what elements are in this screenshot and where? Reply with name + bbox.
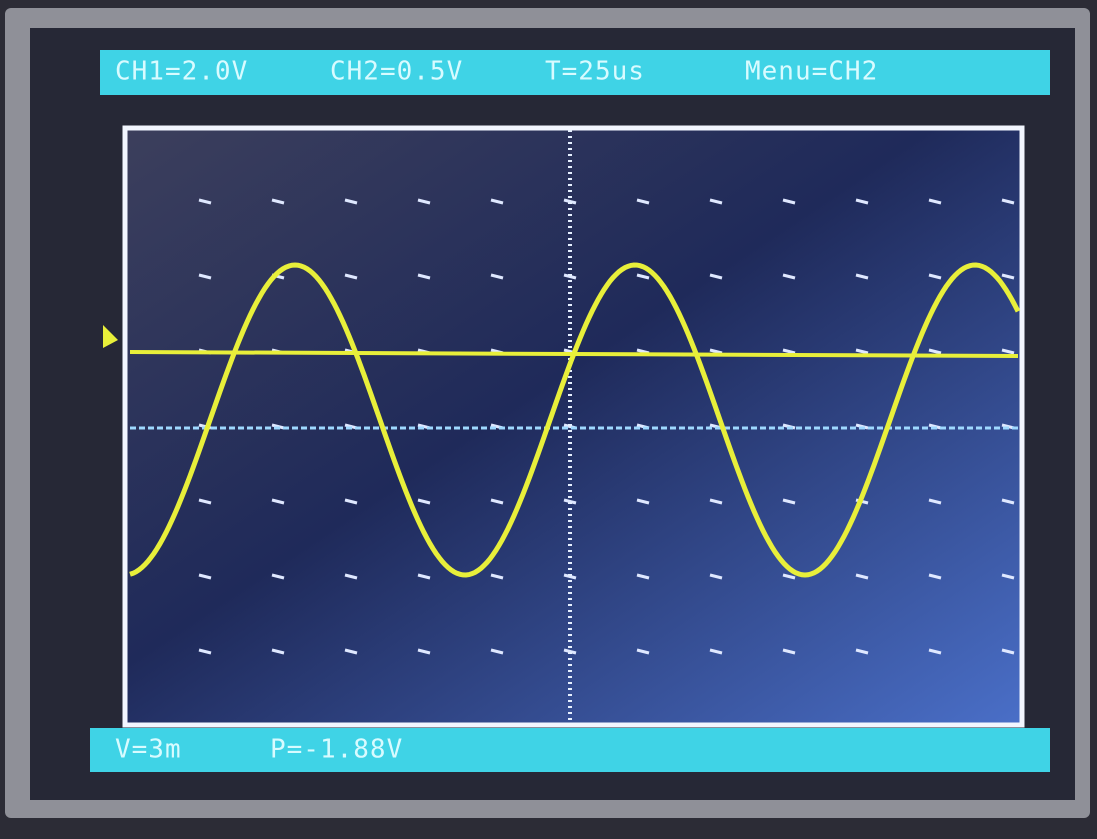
timebase: T=25us bbox=[545, 57, 645, 87]
bottom-status-bar bbox=[90, 728, 1050, 772]
oscilloscope-photo: CH1=2.0V CH2=0.5V T=25us Menu=CH2 V=3m P… bbox=[0, 0, 1097, 839]
ch2-scale: CH2=0.5V bbox=[330, 57, 463, 87]
page: CH1=2.0V CH2=0.5V T=25us Menu=CH2 V=3m P… bbox=[0, 0, 1097, 839]
ch1-scale: CH1=2.0V bbox=[115, 57, 248, 87]
position-value: P=-1.88V bbox=[270, 735, 403, 765]
menu: Menu=CH2 bbox=[745, 57, 878, 87]
trigger-value: V=3m bbox=[115, 735, 182, 765]
